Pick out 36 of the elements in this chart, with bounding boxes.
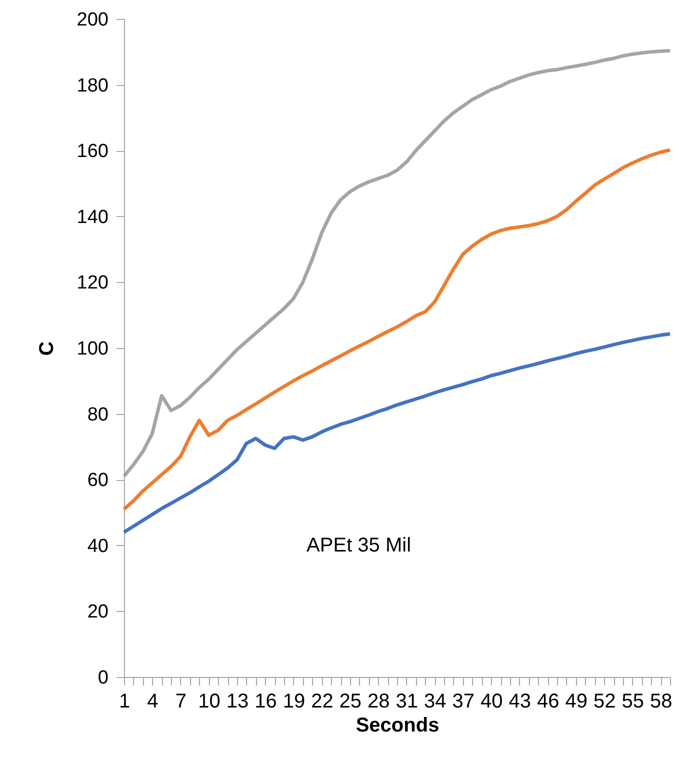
y-tick-label: 0 — [98, 668, 108, 688]
x-tick-label: 37 — [452, 690, 475, 712]
x-tick-label: 52 — [593, 690, 616, 712]
x-tick-label: 40 — [480, 690, 503, 712]
line-series — [122, 148, 672, 511]
y-tick-label: 140 — [76, 206, 108, 228]
y-tick-label: 40 — [87, 536, 108, 557]
x-tick-label: 19 — [282, 690, 306, 712]
annotation: APEt 35 Mil — [306, 534, 412, 556]
x-tick-label: 13 — [226, 690, 249, 712]
x-tick-label: 22 — [311, 690, 334, 712]
x-axis-title: Seconds — [356, 714, 440, 736]
x-tick-label: 4 — [147, 690, 158, 712]
x-tick-label: 28 — [368, 690, 390, 712]
y-tick-label: 80 — [87, 404, 108, 426]
x-tick-label: 46 — [536, 690, 560, 712]
x-tick-label: 43 — [508, 690, 532, 712]
x-tick-label: 1 — [118, 690, 130, 712]
x-tick-label: 16 — [254, 690, 277, 712]
y-tick-label: 180 — [76, 75, 108, 96]
line-series — [122, 332, 672, 534]
y-axis-title: C — [36, 341, 58, 356]
y-tick-label: 200 — [76, 10, 108, 30]
y-tick-label: 60 — [87, 470, 108, 492]
y-tick-label: 20 — [87, 602, 108, 623]
x-tick-label: 55 — [622, 690, 644, 712]
x-tick-label: 7 — [175, 690, 187, 712]
x-tick-label: 34 — [424, 690, 446, 712]
y-tick-label: 120 — [76, 272, 108, 294]
y-tick-label: 100 — [76, 338, 108, 360]
x-tick-label: 58 — [650, 690, 672, 712]
x-tick-label: 10 — [198, 690, 220, 712]
x-tick-label: 49 — [565, 690, 588, 712]
y-tick-label: 160 — [76, 141, 108, 162]
x-tick-label: 31 — [396, 690, 418, 712]
x-tick-label: 25 — [339, 690, 362, 712]
